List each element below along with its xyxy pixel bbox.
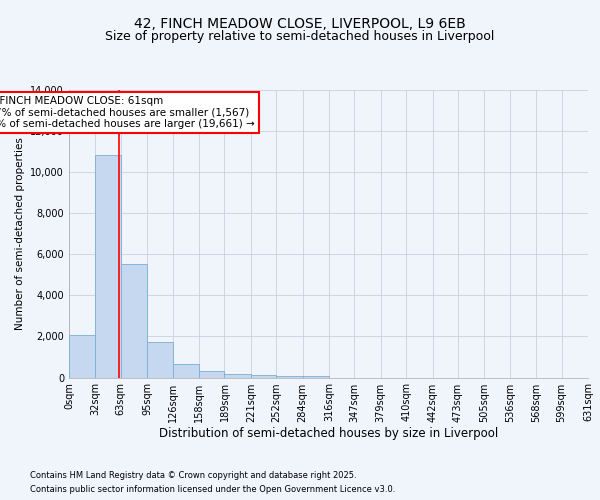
Bar: [276, 376, 302, 378]
Bar: [69, 336, 95, 378]
Bar: [199, 371, 224, 378]
X-axis label: Distribution of semi-detached houses by size in Liverpool: Distribution of semi-detached houses by …: [159, 428, 498, 440]
Bar: [121, 264, 147, 378]
Bar: [224, 374, 251, 378]
Bar: [251, 375, 276, 378]
Bar: [173, 364, 199, 378]
Bar: [302, 376, 329, 378]
Text: Contains HM Land Registry data © Crown copyright and database right 2025.: Contains HM Land Registry data © Crown c…: [30, 472, 356, 480]
Text: Contains public sector information licensed under the Open Government Licence v3: Contains public sector information licen…: [30, 484, 395, 494]
Text: Size of property relative to semi-detached houses in Liverpool: Size of property relative to semi-detach…: [106, 30, 494, 43]
Bar: [147, 342, 173, 378]
Text: 42, FINCH MEADOW CLOSE, LIVERPOOL, L9 6EB: 42, FINCH MEADOW CLOSE, LIVERPOOL, L9 6E…: [134, 18, 466, 32]
Text: 42 FINCH MEADOW CLOSE: 61sqm
← 7% of semi-detached houses are smaller (1,567)
92: 42 FINCH MEADOW CLOSE: 61sqm ← 7% of sem…: [0, 96, 255, 129]
Y-axis label: Number of semi-detached properties: Number of semi-detached properties: [15, 138, 25, 330]
Bar: [95, 154, 121, 378]
